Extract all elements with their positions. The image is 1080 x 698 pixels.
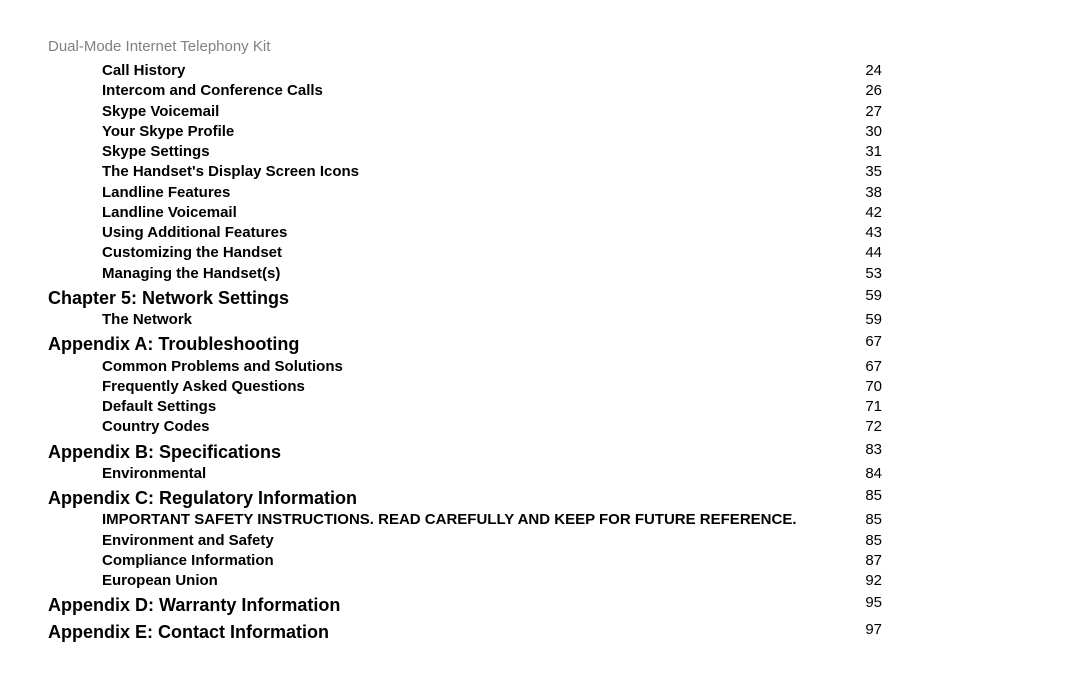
- toc-entry-page-number: 70: [852, 377, 882, 397]
- toc-sub-row: Compliance Information87: [48, 551, 1032, 571]
- toc-entry-page-number: 30: [852, 122, 882, 142]
- toc-entry-label: Your Skype Profile: [48, 122, 852, 142]
- toc-entry-page-number: 67: [852, 357, 882, 377]
- toc-entry-page-number: 35: [852, 162, 882, 182]
- toc-entry-page-number: 42: [852, 203, 882, 223]
- toc-entry-label: Chapter 5: Network Settings: [48, 286, 852, 310]
- toc-entry-label: Common Problems and Solutions: [48, 357, 852, 377]
- toc-entry-page-number: 84: [852, 464, 882, 484]
- toc-sub-row: Default Settings71: [48, 397, 1032, 417]
- toc-entry-page-number: 31: [852, 142, 882, 162]
- toc-entry-label: Appendix B: Specifications: [48, 440, 852, 464]
- toc-entry-page-number: 59: [852, 310, 882, 330]
- toc-entry-label: Appendix E: Contact Information: [48, 620, 852, 644]
- toc-entry-page-number: 43: [852, 223, 882, 243]
- toc-sub-row: Environment and Safety85: [48, 531, 1032, 551]
- toc-sub-row: Managing the Handset(s)53: [48, 264, 1032, 284]
- toc-entry-label: Country Codes: [48, 417, 852, 437]
- toc-entry-label: Customizing the Handset: [48, 243, 852, 263]
- toc-sub-row: Country Codes72: [48, 417, 1032, 437]
- toc-entry-label: Frequently Asked Questions: [48, 377, 852, 397]
- toc-entry-page-number: 24: [852, 61, 882, 81]
- toc-sub-row: Frequently Asked Questions70: [48, 377, 1032, 397]
- toc-sub-row: Landline Voicemail42: [48, 203, 1032, 223]
- toc-entry-label: Managing the Handset(s): [48, 264, 852, 284]
- toc-entry-label: The Handset's Display Screen Icons: [48, 162, 852, 182]
- toc-section-row: Appendix A: Troubleshooting67: [48, 332, 1032, 356]
- toc-entry-label: Default Settings: [48, 397, 852, 417]
- toc-entry-page-number: 53: [852, 264, 882, 284]
- toc-entry-page-number: 87: [852, 551, 882, 571]
- toc-section-row: Appendix B: Specifications83: [48, 440, 1032, 464]
- toc-entry-label: Appendix C: Regulatory Information: [48, 486, 852, 510]
- toc-sub-row: Skype Voicemail27: [48, 102, 1032, 122]
- toc-entry-page-number: 85: [852, 510, 882, 530]
- toc-entry-label: Call History: [48, 61, 852, 81]
- toc-sub-row: Intercom and Conference Calls26: [48, 81, 1032, 101]
- toc-sub-row: Using Additional Features43: [48, 223, 1032, 243]
- toc-entry-label: IMPORTANT SAFETY INSTRUCTIONS. READ CARE…: [48, 510, 852, 530]
- toc-sub-row: Skype Settings31: [48, 142, 1032, 162]
- toc-entry-page-number: 26: [852, 81, 882, 101]
- toc-sub-row: Landline Features38: [48, 183, 1032, 203]
- toc-entry-page-number: 59: [852, 286, 882, 310]
- toc-entry-page-number: 71: [852, 397, 882, 417]
- toc-entry-label: Appendix D: Warranty Information: [48, 593, 852, 617]
- toc-sub-row: Your Skype Profile30: [48, 122, 1032, 142]
- toc-entry-label: Compliance Information: [48, 551, 852, 571]
- toc-section-row: Chapter 5: Network Settings59: [48, 286, 1032, 310]
- toc-sub-row: Customizing the Handset44: [48, 243, 1032, 263]
- toc-entry-page-number: 92: [852, 571, 882, 591]
- toc-section-row: Appendix C: Regulatory Information85: [48, 486, 1032, 510]
- toc-section-row: Appendix E: Contact Information97: [48, 620, 1032, 644]
- toc-entry-label: Skype Voicemail: [48, 102, 852, 122]
- toc-entry-label: Using Additional Features: [48, 223, 852, 243]
- toc-entry-label: Appendix A: Troubleshooting: [48, 332, 852, 356]
- toc-entry-page-number: 67: [852, 332, 882, 356]
- manual-title: Dual-Mode Internet Telephony Kit: [48, 38, 1032, 55]
- toc-sub-row: European Union92: [48, 571, 1032, 591]
- toc-entry-page-number: 27: [852, 102, 882, 122]
- toc-entry-page-number: 95: [852, 593, 882, 617]
- toc-entry-label: Landline Voicemail: [48, 203, 852, 223]
- toc-entry-page-number: 72: [852, 417, 882, 437]
- document-page: Dual-Mode Internet Telephony Kit Call Hi…: [0, 0, 1080, 644]
- toc-sub-row: Environmental84: [48, 464, 1032, 484]
- toc-sub-row: Common Problems and Solutions67: [48, 357, 1032, 377]
- toc-sub-row: The Handset's Display Screen Icons35: [48, 162, 1032, 182]
- toc-sub-row: Call History24: [48, 61, 1032, 81]
- toc-entry-page-number: 85: [852, 531, 882, 551]
- toc-entry-label: Environment and Safety: [48, 531, 852, 551]
- toc-entry-label: Environmental: [48, 464, 852, 484]
- toc-entry-page-number: 44: [852, 243, 882, 263]
- toc-entry-label: The Network: [48, 310, 852, 330]
- toc-entry-label: Skype Settings: [48, 142, 852, 162]
- toc-entry-page-number: 83: [852, 440, 882, 464]
- toc-sub-row: The Network59: [48, 310, 1032, 330]
- toc-sub-row: IMPORTANT SAFETY INSTRUCTIONS. READ CARE…: [48, 510, 1032, 530]
- table-of-contents: Call History24Intercom and Conference Ca…: [48, 61, 1032, 644]
- toc-entry-label: European Union: [48, 571, 852, 591]
- toc-entry-page-number: 85: [852, 486, 882, 510]
- toc-entry-page-number: 38: [852, 183, 882, 203]
- toc-entry-page-number: 97: [852, 620, 882, 644]
- toc-section-row: Appendix D: Warranty Information95: [48, 593, 1032, 617]
- toc-entry-label: Intercom and Conference Calls: [48, 81, 852, 101]
- toc-entry-label: Landline Features: [48, 183, 852, 203]
